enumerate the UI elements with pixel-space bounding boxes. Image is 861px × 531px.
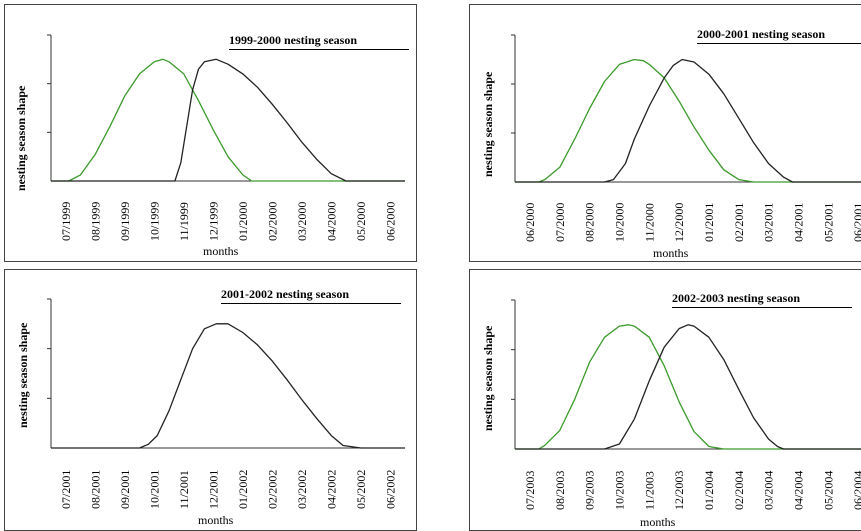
chart-title: 2000-2001 nesting season xyxy=(697,27,826,41)
x-tick-label: 03/2002 xyxy=(295,470,309,509)
chart-svg: 07/2001 08/2001 09/2001 10/2001 11/2001 12/20… xyxy=(47,298,405,509)
x-tick-label: 11/2000 xyxy=(642,203,656,242)
x-tick-label: 08/2001 xyxy=(88,470,102,509)
x-tick-label: 04/2002 xyxy=(324,470,338,509)
x-tick-label: 04/2004 xyxy=(791,471,805,510)
chart-svg: 06/2000 07/2000 08/2000 10/2000 11/2000 12/20… xyxy=(511,34,861,242)
chart-svg: 07/2003 08/2003 09/2003 10/2003 11/2003 12/20… xyxy=(511,299,861,510)
x-tick-label: 06/2000 xyxy=(523,203,537,242)
series-line xyxy=(515,324,861,450)
x-tick-label: 01/2002 xyxy=(236,470,250,509)
x-tick-label: 06/2001 xyxy=(851,203,861,242)
x-tick-label: 11/2003 xyxy=(642,471,656,510)
x-tick-label: 08/1999 xyxy=(88,202,102,241)
x-tick-label: 05/2002 xyxy=(354,470,368,509)
x-axis-label: months xyxy=(640,515,676,529)
chart-panel-2000-2001: 06/2000 07/2000 08/2000 10/2000 11/2000 12/20… xyxy=(469,4,861,262)
x-tick-label: 11/2001 xyxy=(177,470,191,509)
x-tick-label: 06/2004 xyxy=(851,471,861,510)
series-line xyxy=(51,58,405,182)
x-tick-label: 10/2003 xyxy=(612,471,626,510)
x-tick-label: 02/2002 xyxy=(265,470,279,509)
x-tick-label: 04/2000 xyxy=(324,202,338,241)
x-tick-label: 07/2000 xyxy=(553,203,567,242)
chart-title: 2001-2002 nesting season xyxy=(221,287,350,301)
chart-panel-1999-2000: 07/1999 08/1999 09/1999 10/1999 11/1999 12/19… xyxy=(4,4,417,262)
title-underline xyxy=(672,307,852,308)
x-tick-label: 12/2001 xyxy=(206,470,220,509)
x-tick-label: 07/2001 xyxy=(59,470,73,509)
series-line xyxy=(515,324,861,450)
x-tick-label: 12/1999 xyxy=(206,202,220,241)
x-axis-label: months xyxy=(203,244,239,258)
chart-title: 2002-2003 nesting season xyxy=(672,291,801,305)
x-axis-label: months xyxy=(653,246,689,260)
x-tick-label: 10/2001 xyxy=(147,470,161,509)
x-tick-label: 09/1999 xyxy=(118,202,132,241)
y-axis-label: nesting season shape xyxy=(481,71,495,177)
x-tick-label: 02/2001 xyxy=(732,203,746,242)
title-underline xyxy=(229,49,409,50)
x-tick-label: 12/2003 xyxy=(672,471,686,510)
y-axis-label: nesting season shape xyxy=(14,85,28,191)
chart-svg: 07/1999 08/1999 09/1999 10/1999 11/1999 12/19… xyxy=(47,34,405,241)
x-tick-label: 01/2004 xyxy=(702,471,716,510)
x-tick-label: 01/2001 xyxy=(702,203,716,242)
x-tick-label: 02/2004 xyxy=(732,471,746,510)
x-tick-label: 08/2000 xyxy=(583,203,597,242)
chart-panel-2001-2002: 07/2001 08/2001 09/2001 10/2001 11/2001 12/20… xyxy=(4,269,417,531)
x-tick-label: 06/2002 xyxy=(383,470,397,509)
x-tick-label: 03/2001 xyxy=(762,203,776,242)
x-tick-label: 07/1999 xyxy=(59,202,73,241)
y-axis-label: nesting season shape xyxy=(16,322,30,428)
x-tick-label: 09/2001 xyxy=(118,470,132,509)
x-tick-label: 07/2003 xyxy=(523,471,537,510)
x-tick-label: 01/2000 xyxy=(236,202,250,241)
x-axis-label: months xyxy=(198,513,234,527)
y-axis-label: nesting season shape xyxy=(481,325,495,431)
x-tick-label: 09/2003 xyxy=(583,471,597,510)
x-tick-label: 10/1999 xyxy=(147,202,161,241)
chart-title: 1999-2000 nesting season xyxy=(229,33,358,47)
x-tick-label: 05/2004 xyxy=(821,471,835,510)
x-tick-label: 05/2001 xyxy=(821,203,835,242)
x-tick-label: 02/2000 xyxy=(265,202,279,241)
x-tick-label: 05/2000 xyxy=(354,202,368,241)
x-tick-label: 11/1999 xyxy=(177,202,191,241)
series-line xyxy=(51,323,405,449)
x-tick-label: 03/2004 xyxy=(762,471,776,510)
series-line xyxy=(51,58,405,182)
x-tick-label: 12/2000 xyxy=(672,203,686,242)
series-line xyxy=(515,58,861,183)
x-tick-label: 10/2000 xyxy=(612,203,626,242)
x-tick-label: 04/2001 xyxy=(791,203,805,242)
chart-panel-2002-2003: 07/2003 08/2003 09/2003 10/2003 11/2003 12/20… xyxy=(469,269,861,531)
x-tick-label: 08/2003 xyxy=(553,471,567,510)
title-underline xyxy=(221,303,401,304)
x-tick-label: 06/2000 xyxy=(383,202,397,241)
title-underline xyxy=(697,43,861,44)
series-line xyxy=(515,58,861,183)
x-tick-label: 03/2000 xyxy=(295,202,309,241)
